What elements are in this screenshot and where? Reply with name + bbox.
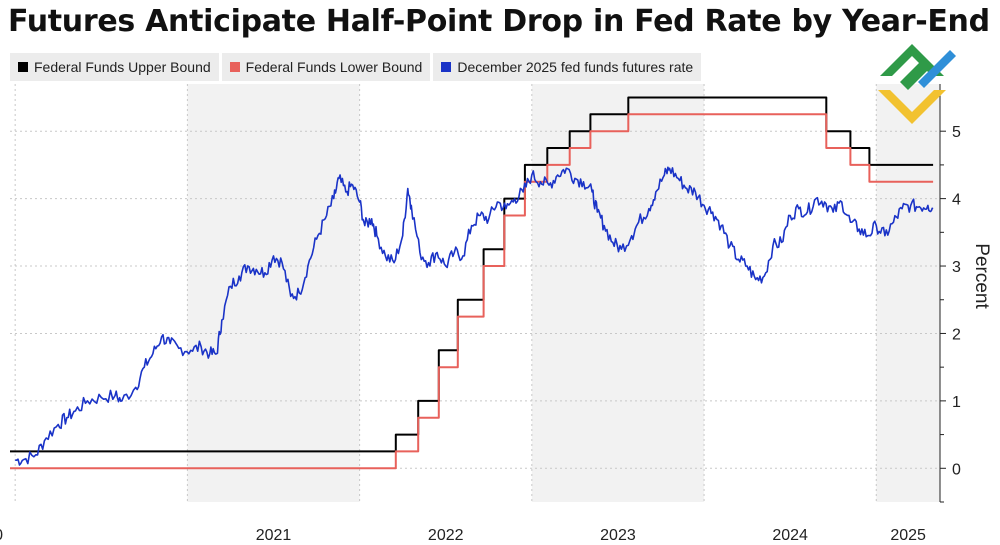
logo-blue-arrow xyxy=(918,50,956,88)
x-tick-label-2024: 2024 xyxy=(772,527,808,544)
legend-swatch-lower-bound xyxy=(229,62,240,72)
y-tick-label-5: 5 xyxy=(952,124,961,141)
x-tick-label-2023: 2023 xyxy=(600,527,636,544)
legend-item-lower-bound[interactable]: Federal Funds Lower Bound xyxy=(221,53,431,81)
broker-logo-icon xyxy=(878,44,956,124)
legend-swatch-upper-bound xyxy=(18,62,28,72)
legend-item-upper-bound[interactable]: Federal Funds Upper Bound xyxy=(10,53,219,81)
series-futures-rate xyxy=(15,166,934,466)
chart-title: Futures Anticipate Half-Point Drop in Fe… xyxy=(8,4,990,39)
legend-label-futures-rate: December 2025 fed funds futures rate xyxy=(457,59,694,75)
y-tick-label-0: 0 xyxy=(952,461,961,478)
y-tick-label-4: 4 xyxy=(952,192,961,209)
year-band-2025 xyxy=(876,84,940,502)
x-tick-label-2025: 2025 xyxy=(890,527,926,544)
x-tick-label-2020: 2020 xyxy=(0,527,3,544)
year-band-2023 xyxy=(531,84,705,502)
logo-yellow-chevron xyxy=(878,90,946,124)
y-axis-title: Percent xyxy=(971,243,992,309)
y-tick-label-3: 3 xyxy=(952,259,961,276)
logo-green-bar xyxy=(900,60,930,90)
y-tick-label-1: 1 xyxy=(952,394,961,411)
legend-label-lower-bound: Federal Funds Lower Bound xyxy=(245,59,423,75)
y-tick-label-2: 2 xyxy=(952,326,961,343)
year-band-2021 xyxy=(187,84,360,502)
legend-item-futures-rate[interactable]: December 2025 fed funds futures rate xyxy=(433,53,702,81)
x-tick-label-2022: 2022 xyxy=(428,527,464,544)
legend-label-upper-bound: Federal Funds Upper Bound xyxy=(34,59,211,75)
chart-legend: Federal Funds Upper Bound Federal Funds … xyxy=(10,53,704,81)
legend-swatch-futures-rate xyxy=(441,62,452,72)
x-tick-label-2021: 2021 xyxy=(256,527,292,544)
series-upper-bound xyxy=(10,96,934,453)
series-lower-bound xyxy=(10,113,934,470)
